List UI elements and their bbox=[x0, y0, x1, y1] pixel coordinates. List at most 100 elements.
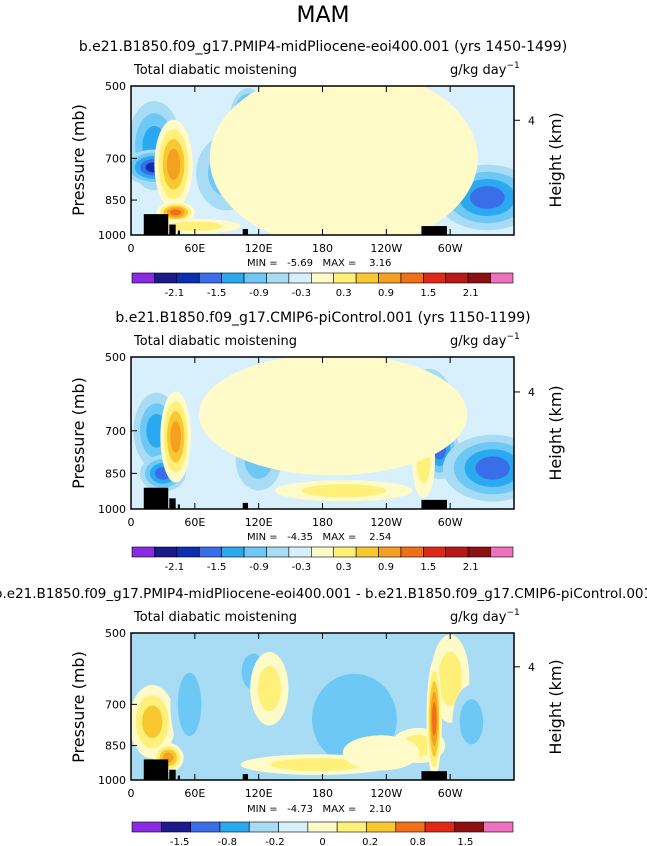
topography-block bbox=[177, 775, 180, 780]
y-tick-label: 850 bbox=[105, 467, 126, 480]
colorbar-swatch bbox=[131, 821, 162, 833]
colorbar-label: -0.3 bbox=[292, 288, 312, 299]
colorbar-label: -1.5 bbox=[207, 562, 227, 573]
x-tick-label: 120W bbox=[370, 516, 402, 529]
contour-level bbox=[459, 699, 484, 745]
colorbar-swatch bbox=[154, 546, 178, 558]
colorbar-label: 1.5 bbox=[457, 837, 473, 846]
topography-block bbox=[177, 230, 180, 235]
units-text: g/kg day bbox=[450, 610, 507, 625]
topography-block bbox=[143, 214, 169, 235]
colorbar-swatch bbox=[483, 821, 514, 833]
topography-block bbox=[177, 504, 180, 509]
y-axis-label: Pressure (mb) bbox=[69, 651, 88, 763]
y2-axis-label: Height (km) bbox=[546, 385, 565, 480]
colorbar-swatch bbox=[423, 546, 447, 558]
colorbar-swatch bbox=[490, 546, 514, 558]
x-tick-label: 60W bbox=[438, 516, 463, 529]
y-axis-label: Pressure (mb) bbox=[69, 377, 88, 489]
contour-level bbox=[475, 456, 511, 480]
colorbar: -1.5 -0.8 -0.2 0 0.2 0.8 1.5 bbox=[131, 821, 514, 846]
colorbar-swatch bbox=[243, 546, 267, 558]
contour-level bbox=[257, 666, 282, 712]
colorbar-swatch bbox=[176, 272, 200, 284]
colorbar-swatch bbox=[333, 272, 357, 284]
colorbar-swatch bbox=[198, 546, 222, 558]
x-tick-label: 60E bbox=[184, 787, 205, 800]
topography-block bbox=[169, 498, 176, 509]
colorbar-swatch bbox=[176, 546, 200, 558]
chart-panel-3: b.e21.B1850.f09_g17.PMIP4-midPliocene-eo… bbox=[0, 586, 647, 846]
colorbar-swatch bbox=[310, 272, 335, 284]
variable-label: Total diabatic moistening bbox=[133, 610, 297, 625]
contour-level bbox=[270, 758, 365, 771]
x-tick-label: 180 bbox=[312, 516, 333, 529]
colorbar-swatch bbox=[336, 821, 367, 833]
chart-panel-1: b.e21.B1850.f09_g17.PMIP4-midPliocene-eo… bbox=[69, 39, 567, 299]
colorbar-swatch bbox=[310, 546, 335, 558]
y2-tick-label: 4 bbox=[528, 114, 535, 127]
y-axis-label: Pressure (mb) bbox=[69, 104, 88, 216]
contour-field bbox=[131, 357, 514, 509]
y-tick-label: 1000 bbox=[98, 503, 126, 516]
colorbar-label: 2.1 bbox=[463, 288, 479, 299]
variable-label: Total diabatic moistening bbox=[133, 334, 297, 349]
contour-level bbox=[432, 702, 437, 736]
colorbar-swatch bbox=[243, 272, 267, 284]
y-tick-label: 500 bbox=[105, 80, 126, 93]
x-tick-label: 0 bbox=[128, 516, 135, 529]
colorbar-swatch bbox=[221, 546, 245, 558]
colorbar-swatch bbox=[366, 821, 397, 833]
topography-block bbox=[242, 774, 249, 780]
colorbar-label: 0.9 bbox=[378, 562, 394, 573]
colorbar-swatch bbox=[131, 272, 155, 284]
colorbar-label: 2.1 bbox=[463, 562, 479, 573]
colorbar-swatch bbox=[288, 546, 312, 558]
x-tick-label: 60W bbox=[438, 787, 463, 800]
x-tick-label: 120W bbox=[370, 787, 402, 800]
topography-mask bbox=[143, 759, 447, 780]
y2-tick-label: 4 bbox=[528, 386, 535, 399]
y-tick-label: 700 bbox=[105, 425, 126, 438]
colorbar-label: -0.2 bbox=[265, 837, 285, 846]
x-tick-label: 60E bbox=[184, 242, 205, 255]
colorbar-swatch bbox=[395, 821, 426, 833]
min-max-stats: MIN = -5.69 MAX = 3.16 bbox=[247, 258, 391, 269]
colorbar-swatch bbox=[131, 546, 155, 558]
colorbar-label: 0.3 bbox=[336, 562, 352, 573]
colorbar-label: -2.1 bbox=[165, 562, 185, 573]
colorbar-swatch bbox=[278, 821, 309, 833]
x-tick-label: 120E bbox=[245, 242, 273, 255]
units-label: g/kg day−1 bbox=[450, 608, 520, 625]
colorbar-label: 1.5 bbox=[420, 288, 436, 299]
contour-level bbox=[438, 651, 462, 706]
panel-title: b.e21.B1850.f09_g17.CMIP6-piControl.001 … bbox=[115, 310, 530, 326]
contour-level bbox=[142, 705, 163, 739]
topography-block bbox=[242, 229, 249, 235]
y2-axis-label: Height (km) bbox=[546, 112, 565, 207]
axis-ticks: 0 60E 120E 180 120W 60W 500 700 850 1000 4 bbox=[98, 627, 535, 800]
y-tick-label: 500 bbox=[105, 627, 126, 640]
colorbar-swatch bbox=[355, 546, 379, 558]
y-tick-label: 700 bbox=[105, 152, 126, 165]
topography-block bbox=[169, 769, 176, 780]
colorbar-label: -0.8 bbox=[217, 837, 237, 846]
axis-ticks: 0 60E 120E 180 120W 60W 500 700 850 1000 4 bbox=[98, 80, 535, 255]
contour-level bbox=[470, 186, 505, 209]
topography-mask bbox=[143, 487, 447, 509]
colorbar-swatch bbox=[221, 272, 245, 284]
colorbar-swatch bbox=[307, 821, 338, 833]
units-label: g/kg day−1 bbox=[450, 332, 520, 349]
colorbar-label: -2.1 bbox=[165, 288, 185, 299]
units-exponent: −1 bbox=[506, 61, 519, 71]
colorbar-label: 1.5 bbox=[420, 562, 436, 573]
x-tick-label: 120E bbox=[245, 516, 273, 529]
colorbar-label: -0.9 bbox=[249, 562, 269, 573]
colorbar-swatch bbox=[219, 821, 250, 833]
colorbar-swatch bbox=[378, 546, 402, 558]
colorbar-swatch bbox=[445, 546, 469, 558]
colorbar-swatch bbox=[266, 272, 290, 284]
units-exponent: −1 bbox=[506, 608, 519, 618]
contour-level bbox=[170, 209, 182, 216]
